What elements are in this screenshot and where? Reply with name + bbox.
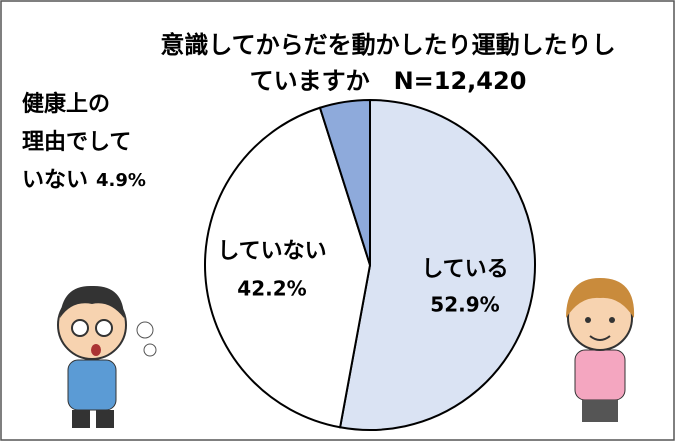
slice-label: していない [217,239,326,264]
chart: 意識してからだを動かしたり運動したりし ていますか N=12,420 している 5… [0,0,675,441]
chart-title: 意識してからだを動かしたり運動したりし [160,31,615,59]
slice-label: している [421,257,508,282]
value-label: 4.9% [96,170,146,191]
value-label: 42.2% [237,277,306,301]
chart-title: ていますか N=12,420 [250,67,527,95]
value-label: 52.9% [430,293,499,317]
